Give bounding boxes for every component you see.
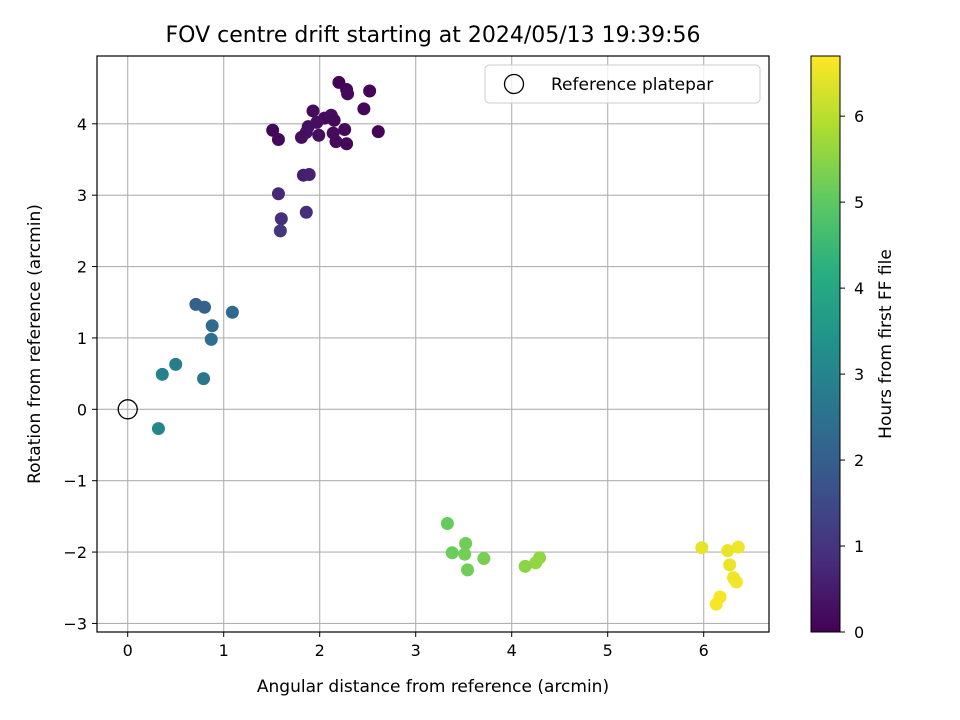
data-point xyxy=(198,300,212,314)
y-tick-label: 3 xyxy=(77,186,87,205)
colorbar-tick-label: 3 xyxy=(854,365,864,384)
reference-point xyxy=(117,399,138,420)
x-axis-ticks: 0 1 2 3 4 5 6 xyxy=(123,632,709,660)
data-point xyxy=(721,544,735,558)
colorbar-tick-label: 5 xyxy=(854,193,864,212)
data-point xyxy=(709,597,723,611)
data-point xyxy=(197,372,211,386)
colorbar-tick-label: 2 xyxy=(854,451,864,470)
data-point xyxy=(273,224,287,238)
data-point xyxy=(205,319,219,333)
data-point xyxy=(731,540,745,554)
y-tick-label: 1 xyxy=(77,329,87,348)
y-tick-label: −2 xyxy=(63,543,87,562)
data-point xyxy=(518,559,532,573)
data-point xyxy=(274,212,288,226)
data-point xyxy=(723,558,737,572)
data-points xyxy=(151,75,745,611)
data-point xyxy=(271,133,285,147)
x-axis-label: Angular distance from reference (arcmin) xyxy=(257,677,609,697)
y-tick-label: 2 xyxy=(77,258,87,277)
data-point xyxy=(341,87,355,101)
legend-marker-icon xyxy=(503,73,525,95)
colorbar-tick-label: 6 xyxy=(854,107,864,126)
data-point xyxy=(340,137,354,151)
x-tick-label: 4 xyxy=(507,641,517,660)
data-point xyxy=(477,551,491,565)
x-tick-label: 6 xyxy=(699,641,709,660)
legend-label: Reference platepar xyxy=(551,75,713,95)
colorbar-tick-label: 1 xyxy=(854,537,864,556)
data-point xyxy=(329,135,343,149)
data-point xyxy=(459,536,473,550)
colorbar-label: Hours from first FF file xyxy=(876,249,896,439)
colorbar-tick-label: 4 xyxy=(854,279,864,298)
data-point xyxy=(327,113,341,127)
x-tick-label: 1 xyxy=(219,641,229,660)
data-point xyxy=(363,84,377,98)
colorbar-tick-label: 0 xyxy=(854,623,864,642)
y-axis-ticks: −3 −2 −1 0 1 2 3 4 xyxy=(63,115,97,633)
data-point xyxy=(266,123,280,137)
chart-title: FOV centre drift starting at 2024/05/13 … xyxy=(166,23,701,48)
legend-box xyxy=(484,64,761,104)
data-point xyxy=(225,305,239,319)
reference-marker xyxy=(117,399,138,420)
data-point xyxy=(169,357,183,371)
x-tick-label: 3 xyxy=(411,641,421,660)
data-point xyxy=(338,123,352,137)
data-point xyxy=(302,167,316,181)
data-point xyxy=(155,367,169,381)
colorbar-ticks: 0 1 2 3 4 5 6 xyxy=(840,107,864,642)
data-point xyxy=(299,205,313,219)
data-point xyxy=(357,102,371,116)
data-point xyxy=(461,563,475,577)
data-point xyxy=(271,187,285,201)
y-axis-label: Rotation from reference (arcmin) xyxy=(25,204,45,484)
data-point xyxy=(204,332,218,346)
data-point xyxy=(151,422,165,436)
plot-frame xyxy=(96,55,770,633)
x-tick-label: 5 xyxy=(603,641,613,660)
grid xyxy=(97,56,769,632)
colorbar: 0 1 2 3 4 5 6 Hours from first FF file xyxy=(810,55,896,642)
data-point xyxy=(695,541,709,555)
data-point xyxy=(312,128,326,142)
legend: Reference platepar xyxy=(484,64,761,104)
data-point xyxy=(294,130,308,144)
data-point xyxy=(445,546,459,560)
data-point xyxy=(729,575,743,589)
data-point xyxy=(458,547,472,561)
data-point xyxy=(529,556,543,570)
colorbar-gradient xyxy=(810,55,841,633)
y-tick-label: 4 xyxy=(77,115,87,134)
y-tick-label: −3 xyxy=(63,614,87,633)
y-tick-label: −1 xyxy=(63,472,87,491)
x-tick-label: 2 xyxy=(315,641,325,660)
data-point xyxy=(440,517,454,531)
data-point xyxy=(306,104,320,118)
y-tick-label: 0 xyxy=(77,400,87,419)
x-tick-label: 0 xyxy=(123,641,133,660)
data-point xyxy=(371,125,385,139)
